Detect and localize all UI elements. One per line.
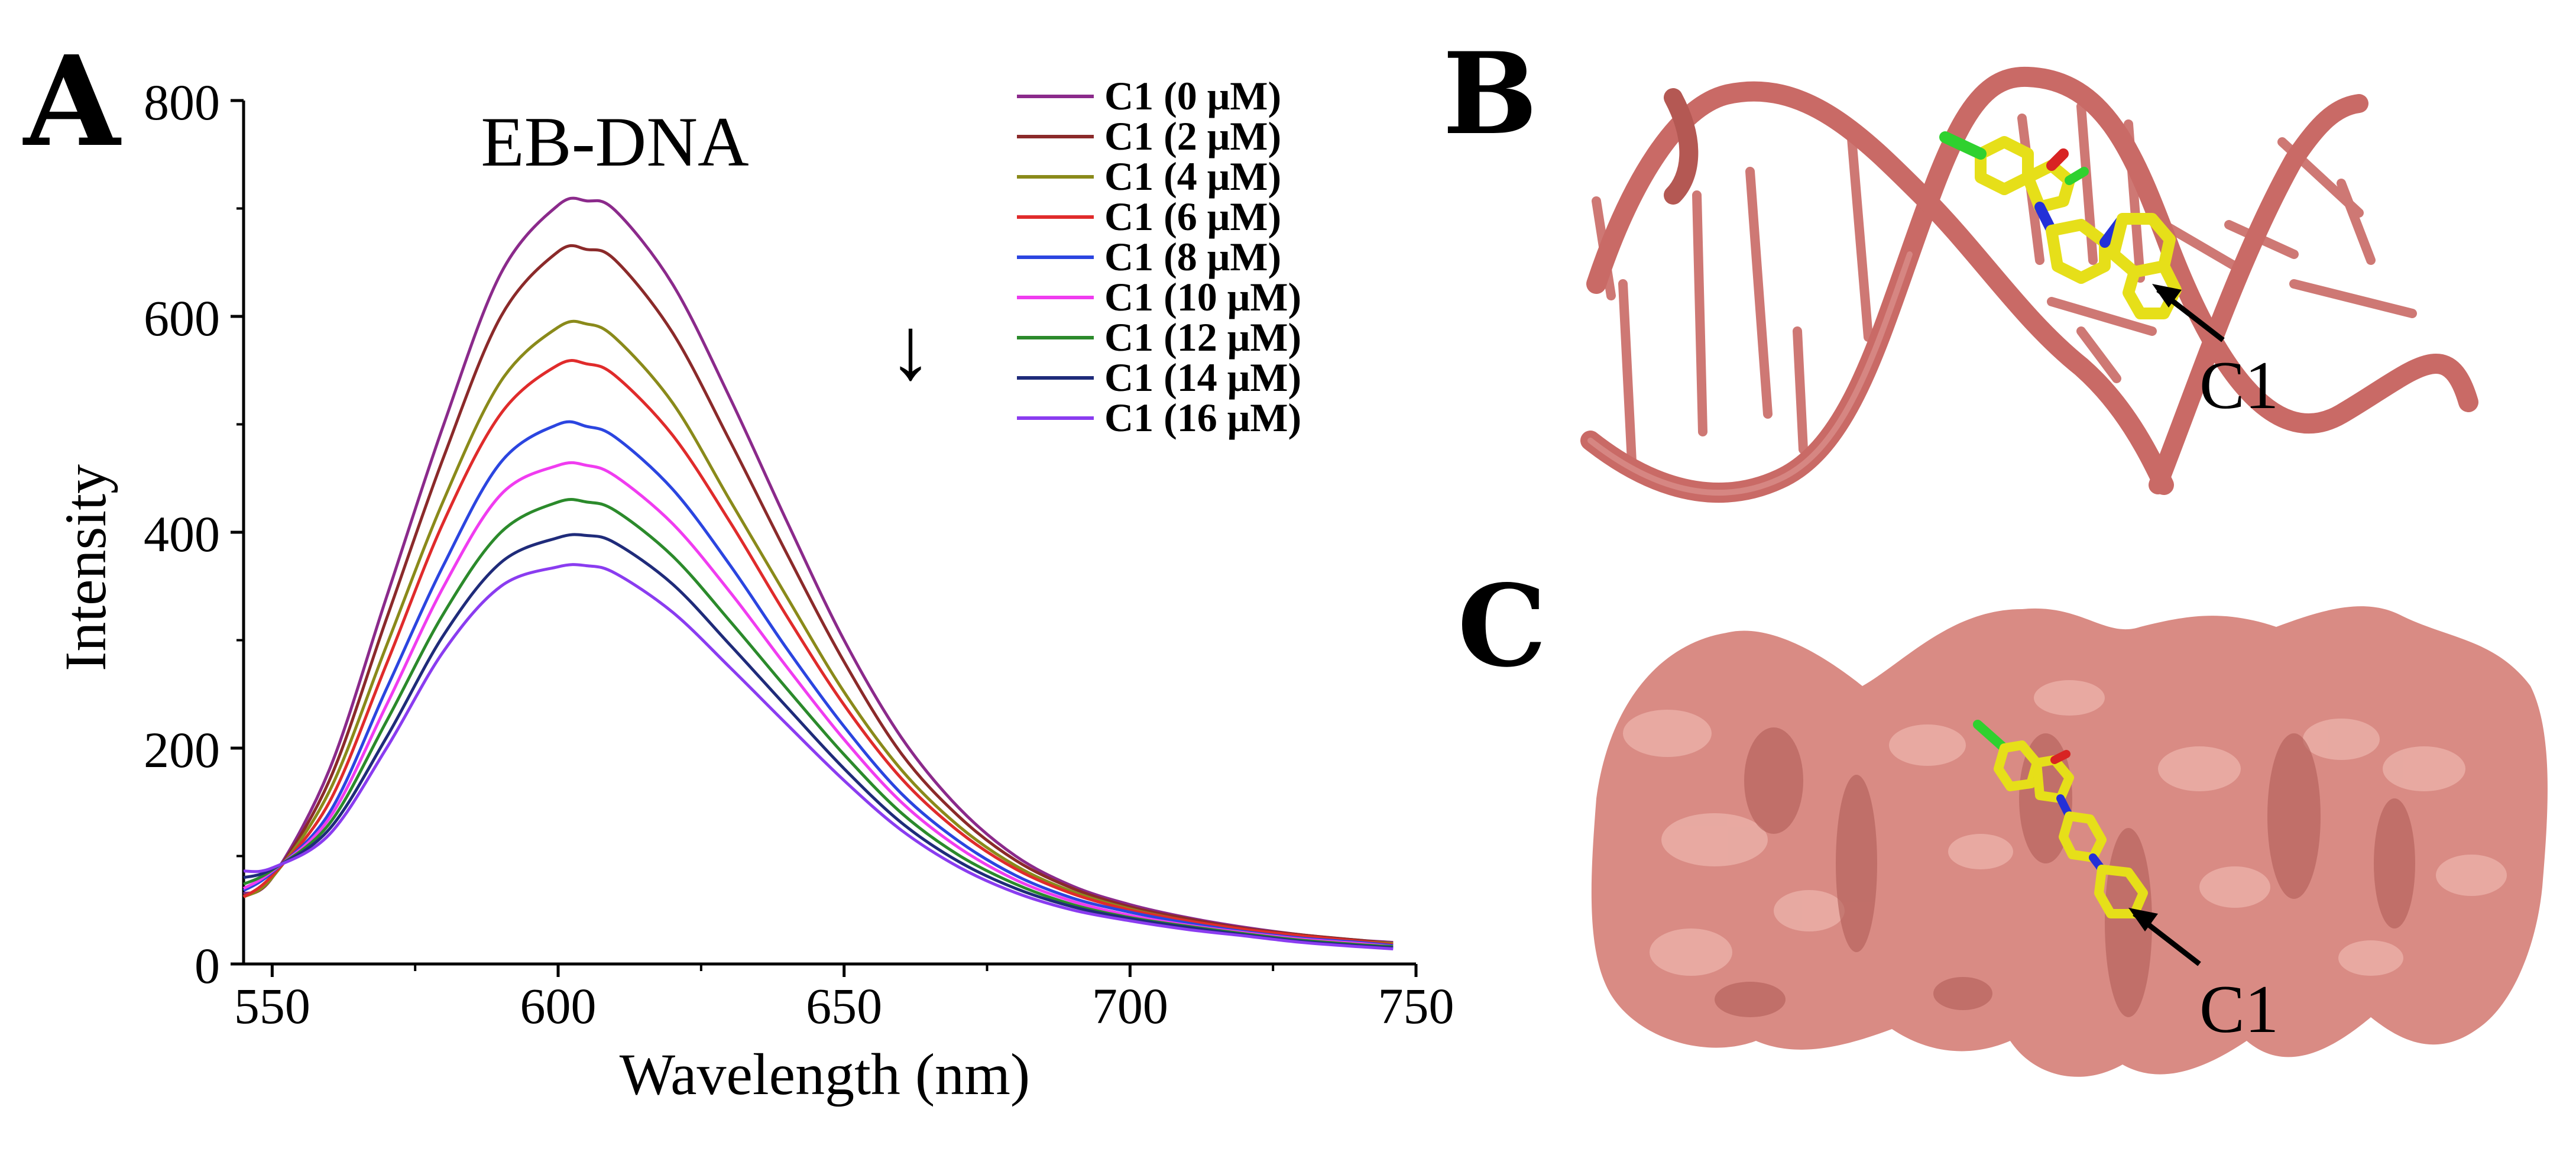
arrowhead-icon	[2128, 908, 2158, 931]
x-tick-label: 750	[1378, 978, 1454, 1034]
ligand-c1-sticks-b	[1939, 131, 2182, 319]
legend-label-8: C1 (16 μM)	[1104, 395, 1301, 440]
x-tick-label: 700	[1092, 978, 1168, 1034]
ligand-label-c: C1	[2199, 972, 2279, 1047]
series-line-1	[242, 244, 1394, 945]
ligand-label-b: C1	[2199, 348, 2279, 423]
series-line-8	[243, 563, 1394, 950]
x-axis-label: Wavelength (nm)	[620, 1041, 1030, 1107]
panel-a: A 0 200 400 600 800 550 600 650 700 750 EB-DNA Wa…	[22, 28, 1454, 1107]
legend-label-6: C1 (12 μM)	[1104, 315, 1301, 360]
legend-label-2: C1 (4 μM)	[1104, 154, 1281, 199]
arrowhead-icon	[2152, 284, 2182, 308]
panel-b: B	[1443, 28, 2478, 503]
chart-plot-area: 0 200 400 600 800 550 600 650 700 750	[144, 74, 1454, 1034]
x-tick-label: 600	[520, 978, 597, 1034]
series-line-0	[242, 196, 1394, 944]
legend-label-3: C1 (6 μM)	[1104, 194, 1281, 239]
y-tick-label: 800	[144, 74, 220, 131]
y-tick-label: 600	[144, 290, 220, 347]
y-tick-label: 200	[144, 722, 220, 778]
series-line-4	[242, 420, 1394, 947]
y-axis-label: Intensity	[53, 464, 118, 671]
legend-label-0: C1 (0 μM)	[1104, 73, 1281, 118]
legend-label-4: C1 (8 μM)	[1104, 234, 1281, 279]
y-tick-label: 0	[195, 937, 220, 994]
legend-label-5: C1 (10 μM)	[1104, 274, 1301, 319]
chart-legend: C1 (0 μM)C1 (2 μM)C1 (4 μM)C1 (6 μM)C1 (…	[1017, 73, 1301, 440]
panel-b-letter: B	[1443, 28, 1538, 160]
x-tick-label: 650	[806, 978, 882, 1034]
x-tick-label: 550	[234, 978, 310, 1034]
series-line-7	[243, 533, 1394, 950]
y-tick-label: 400	[144, 506, 220, 562]
dna-backbone-strands	[1580, 66, 2478, 503]
legend-label-7: C1 (14 μM)	[1104, 355, 1301, 400]
panel-a-letter: A	[22, 28, 122, 174]
panel-c: C	[1457, 560, 2548, 1077]
panel-c-letter: C	[1457, 560, 1547, 692]
legend-label-1: C1 (2 μM)	[1104, 114, 1281, 158]
chart-title: EB-DNA	[481, 102, 749, 181]
decrease-arrow-annotation: ↓	[889, 300, 933, 398]
series-line-3	[242, 359, 1394, 946]
